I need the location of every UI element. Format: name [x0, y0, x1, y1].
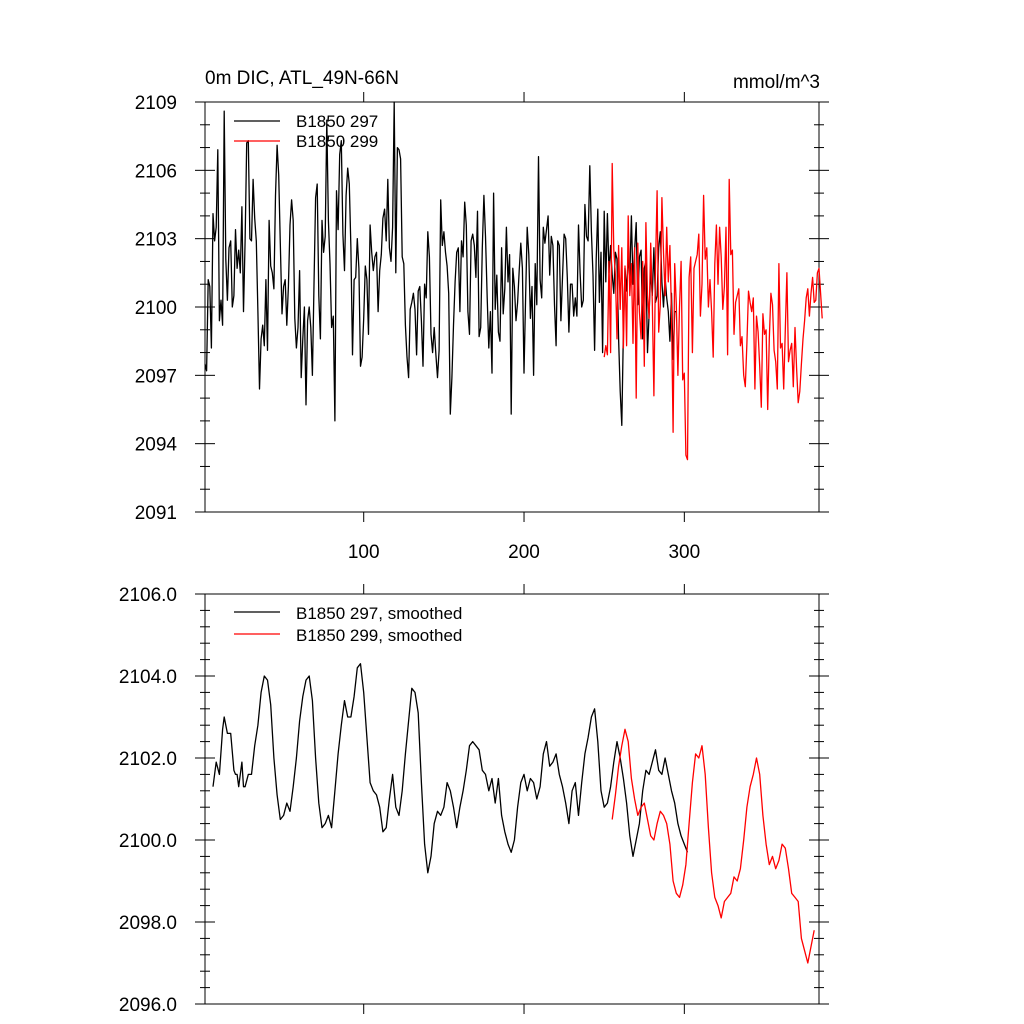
- y-tick-label: 2102.0: [119, 749, 177, 770]
- x-tick-label: 100: [348, 542, 380, 563]
- series-line-b1850-299: [611, 728, 815, 964]
- legend: B1850 297 B1850 299: [234, 112, 378, 151]
- series-group: [204, 101, 823, 461]
- plot-frame: [204, 593, 820, 1005]
- y-tick-label: 2098.0: [119, 913, 177, 934]
- legend-label: B1850 297, smoothed: [296, 604, 462, 623]
- y-tick-label: 2106.0: [119, 585, 177, 606]
- legend-label: B1850 297: [296, 112, 378, 131]
- y-tick-label: 2100: [135, 298, 177, 319]
- series-group: [212, 663, 815, 964]
- x-tick-label: 300: [668, 542, 700, 563]
- legend-label: B1850 299: [296, 132, 378, 151]
- top-panel: 0m DIC, ATL_49N-66N mmol/m^3 20912094209…: [135, 68, 829, 563]
- chart-title: 0m DIC, ATL_49N-66N: [205, 68, 399, 89]
- legend-label: B1850 299, smoothed: [296, 626, 462, 645]
- x-tick-label: 200: [508, 542, 540, 563]
- y-tick-label: 2104.0: [119, 667, 177, 688]
- bottom-panel: 2096.0 2098.0 2100.0 2102.0 2104.0 2106.0 B18…: [119, 584, 829, 1016]
- y-tick-label: 2103: [135, 230, 177, 251]
- y-tick-label: 2106: [135, 161, 177, 182]
- y-tick-label: 2097: [135, 366, 177, 387]
- series-line-b1850-297: [204, 101, 677, 427]
- axis-ticks: 2091 2094 2097 2100 2103 2106 2109 100 200 300: [135, 92, 829, 563]
- legend: B1850 297, smoothed B1850 299, smoothed: [234, 604, 462, 645]
- y-tick-label: 2094: [135, 435, 178, 456]
- y-tick-label: 2109: [135, 93, 177, 114]
- y-tick-label: 2100.0: [119, 831, 177, 852]
- series-line-b1850-297: [212, 663, 689, 874]
- y-tick-label: 2096.0: [119, 995, 177, 1016]
- units-label: mmol/m^3: [733, 72, 820, 93]
- y-tick-label: 2091: [135, 503, 177, 524]
- series-line-b1850-299: [603, 162, 823, 461]
- axis-ticks: 2096.0 2098.0 2100.0 2102.0 2104.0 2106.0: [119, 584, 829, 1016]
